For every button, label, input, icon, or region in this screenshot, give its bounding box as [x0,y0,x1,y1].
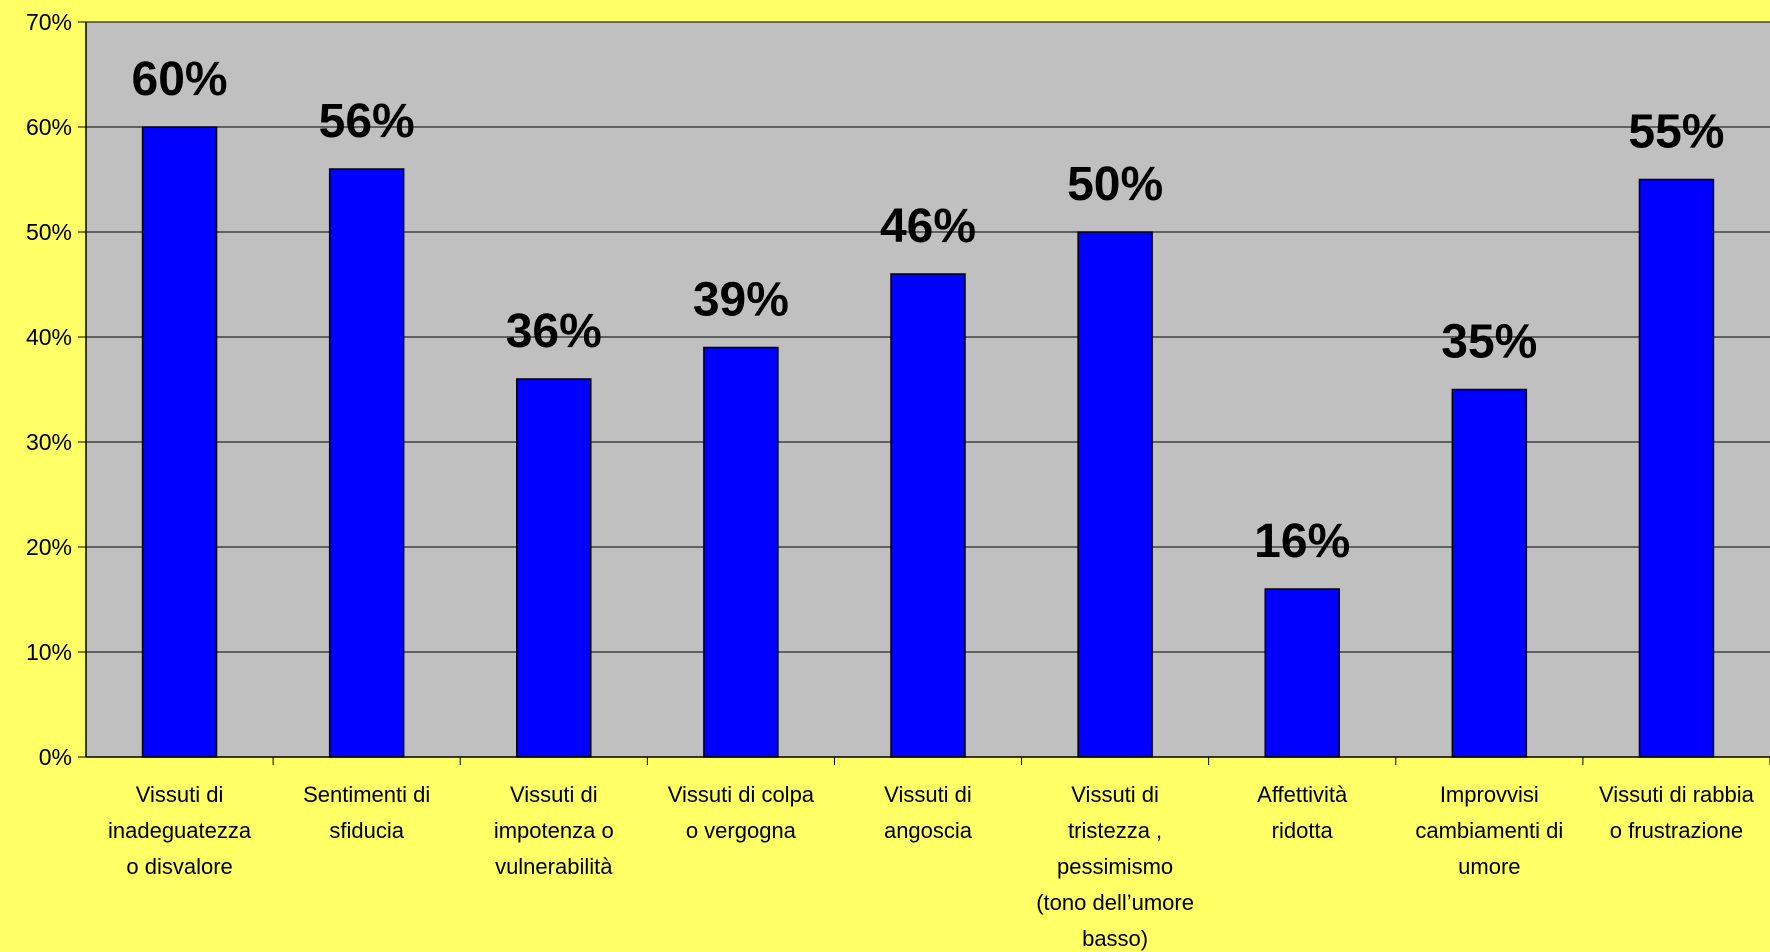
bar [516,378,592,758]
category-label: Vissuti di inadeguatezza o disvalore [108,782,252,879]
data-label: 16% [1254,515,1350,568]
y-tick-labels: 0% 10% 20% 30% 40% 50% 60% 70% [26,9,72,770]
bar [1264,588,1340,758]
bar [703,346,779,758]
y-tick-label: 50% [26,219,72,245]
y-tick-label: 10% [26,639,72,665]
data-label: 55% [1628,106,1724,159]
y-tick-label: 60% [26,114,72,140]
y-tick-label: 40% [26,324,72,350]
data-labels: 60% 56% 36% 39% 46% 50% 16% 35% 55% [132,53,1725,568]
category-label: Vissuti di tristezza , pessimismo (tono del… [1036,782,1194,951]
category-label: Improvvisi cambiamenti di umore [1415,782,1563,879]
data-label: 60% [132,53,228,106]
y-tick-label: 30% [26,429,72,455]
category-label: Affettività ridotta [1257,782,1348,843]
category-label: Vissuti di colpa o vergogna [668,782,815,843]
data-label: 39% [693,274,789,327]
category-label: Vissuti di rabbia o frustrazione [1599,782,1755,843]
y-tick-label: 20% [26,534,72,560]
axes [78,21,1770,765]
bar [328,168,405,758]
bar [1638,178,1715,758]
y-tick-label: 70% [26,9,72,35]
data-label: 56% [319,95,415,148]
bar [1077,231,1153,758]
bar [141,126,218,758]
category-labels: Vissuti di inadeguatezza o disvalore Sentim… [108,782,1755,951]
bar [1451,388,1528,758]
bar [890,273,966,758]
category-label: Vissuti di impotenza o vulnerabilità [494,782,614,879]
y-tick-label: 0% [39,744,72,770]
data-label: 36% [506,305,602,358]
category-label: Vissuti di angoscia [884,782,973,843]
category-label: Sentimenti di sfiducia [303,782,430,843]
data-label: 46% [880,200,976,253]
bars [141,126,1715,758]
data-label: 50% [1067,158,1163,211]
data-label: 35% [1441,316,1537,369]
